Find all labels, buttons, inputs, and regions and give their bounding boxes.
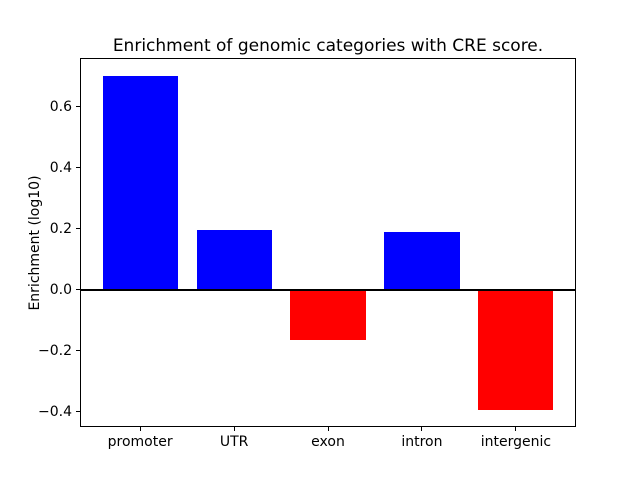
y-tick-mark [76,350,80,352]
x-tick-mark [327,427,329,431]
x-tick-label-promoter: promoter [107,434,173,450]
x-tick-mark [421,427,423,431]
chart-title: Enrichment of genomic categories with CR… [112,36,544,56]
bar-exon [290,289,366,341]
y-axis-label: Enrichment (log10) [27,175,43,311]
y-tick-label: 0.4 [49,159,72,176]
bar-intron [384,231,460,290]
bar-UTR [196,230,272,290]
zero-line [80,288,576,291]
x-tick-mark [139,427,141,431]
y-tick-mark [76,167,80,169]
y-tick-label: 0.2 [49,220,72,237]
bar-intergenic [478,289,554,411]
x-tick-label-exon: exon [311,434,345,450]
y-tick-mark [76,411,80,413]
x-tick-label-UTR: UTR [219,434,249,450]
y-tick-mark [76,289,80,291]
bar-promoter [102,76,178,290]
plot-area [80,58,576,427]
y-tick-mark [76,106,80,108]
y-tick-label: 0.6 [49,98,72,115]
x-tick-mark [515,427,517,431]
x-tick-mark [233,427,235,431]
y-tick-label: −0.4 [38,403,72,420]
y-tick-label: −0.2 [38,342,72,359]
y-tick-label: 0.0 [49,281,72,298]
x-tick-label-intergenic: intergenic [480,434,552,450]
x-tick-label-intron: intron [401,434,443,450]
y-tick-mark [76,228,80,230]
